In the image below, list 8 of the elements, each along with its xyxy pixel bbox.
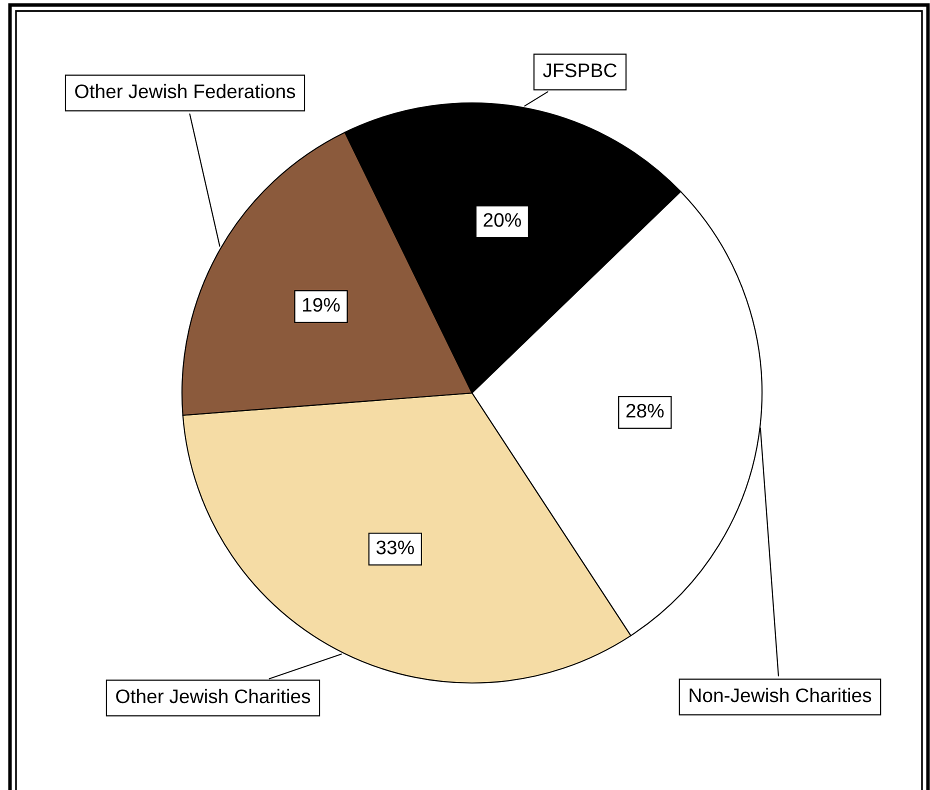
- data-label: 20%: [484, 213, 521, 227]
- data-label: 28%: [626, 404, 664, 418]
- slice-label: JFSPBC: [543, 63, 617, 78]
- data-label: 33%: [376, 540, 414, 554]
- slice-label: Non-Jewish Charities: [690, 688, 872, 702]
- slice-label: Other Jewish Federations: [75, 84, 296, 98]
- slice-label: Other Jewish Charities: [116, 688, 310, 704]
- data-label: 19%: [303, 298, 340, 312]
